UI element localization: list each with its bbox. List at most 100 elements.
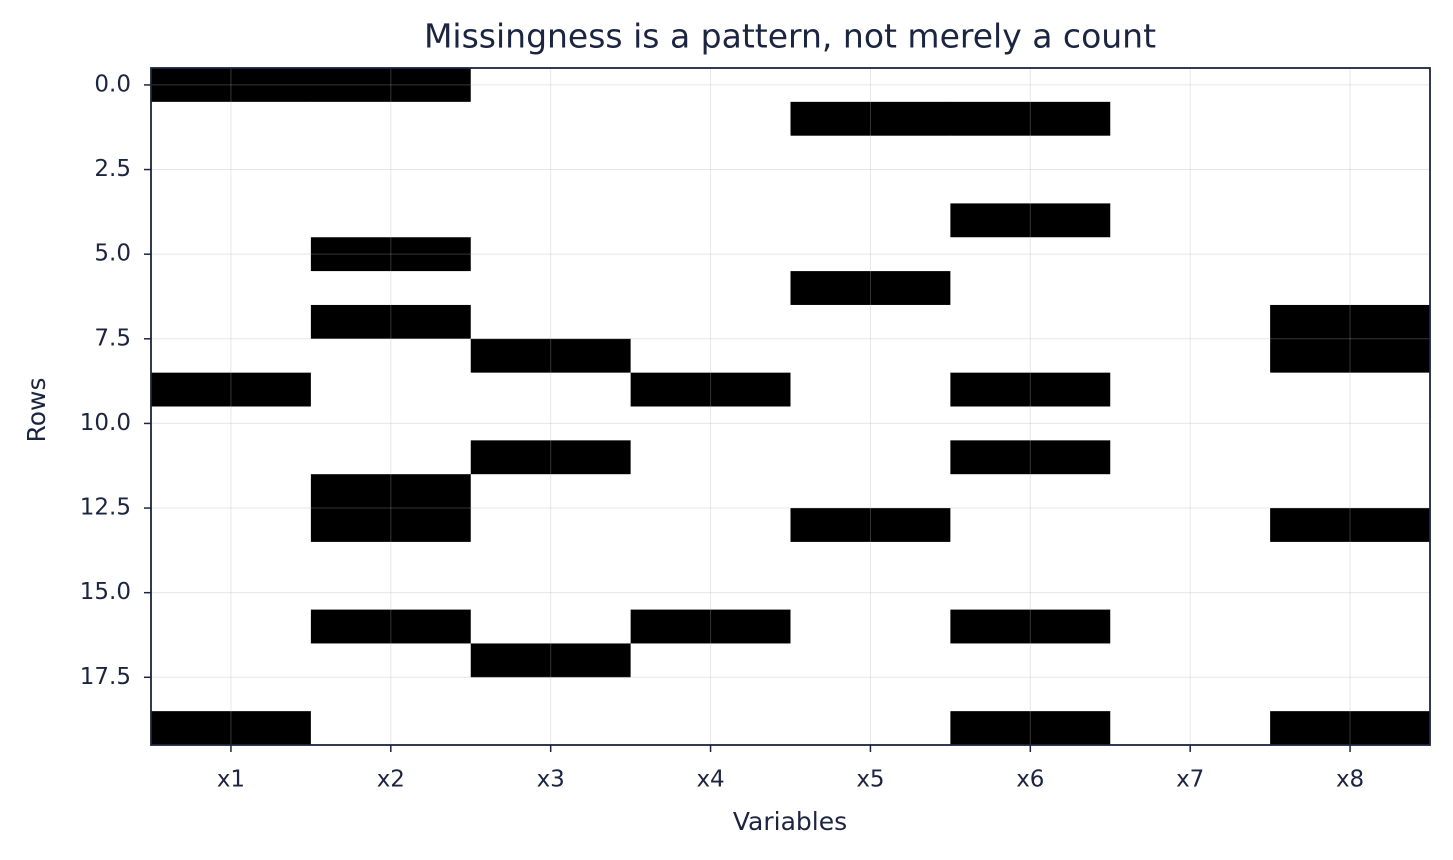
cell: [470, 474, 632, 509]
y-tick-label: 15.0: [80, 579, 131, 605]
cell: [470, 609, 632, 644]
cell: [310, 169, 472, 204]
cell: [310, 541, 472, 577]
cell: [1270, 508, 1431, 543]
cell: [630, 203, 791, 238]
cell: [310, 508, 472, 543]
cell: [950, 541, 1111, 577]
cell: [310, 203, 472, 238]
cell: [950, 575, 1111, 611]
cell: [630, 474, 791, 509]
cell: [470, 101, 632, 137]
cell: [151, 237, 312, 272]
x-tick-label: x6: [1016, 767, 1044, 793]
cell: [310, 372, 472, 407]
cell: [630, 372, 791, 407]
cell: [1110, 609, 1271, 644]
cell: [470, 203, 632, 238]
cell: [790, 169, 951, 204]
cell: [1110, 440, 1271, 475]
cell: [1110, 237, 1271, 272]
cell: [1270, 609, 1431, 644]
cell: [630, 237, 791, 272]
cell: [790, 372, 951, 407]
cell: [1270, 135, 1431, 171]
cell: [790, 135, 951, 171]
cell: [470, 338, 632, 374]
cell: [470, 440, 632, 475]
cell: [790, 609, 951, 644]
cell: [950, 101, 1111, 137]
cell: [1270, 237, 1431, 272]
x-tick-label: x1: [217, 767, 245, 793]
cell: [310, 101, 472, 137]
cell: [151, 304, 312, 340]
cell: [470, 711, 632, 746]
cell: [1270, 440, 1431, 475]
cell: [790, 541, 951, 577]
cell: [1270, 575, 1431, 611]
cell: [790, 203, 951, 238]
cell: [151, 711, 312, 746]
cell: [950, 406, 1111, 441]
cell: [310, 135, 472, 171]
cell: [790, 271, 951, 306]
x-tick-label: x3: [537, 767, 565, 793]
cell: [1110, 304, 1271, 340]
cell: [310, 68, 472, 103]
cell: [151, 135, 312, 171]
x-tick-label: x8: [1336, 767, 1364, 793]
cell: [790, 68, 951, 103]
y-axis-label: Rows: [22, 377, 51, 442]
cell: [1110, 508, 1271, 543]
cell: [151, 440, 312, 475]
cell: [630, 677, 791, 712]
cell: [950, 271, 1111, 306]
cell: [151, 101, 312, 137]
cell: [950, 169, 1111, 204]
cell: [630, 541, 791, 577]
cell: [1270, 474, 1431, 509]
cell: [1270, 68, 1431, 103]
cell: [151, 609, 312, 644]
cell: [470, 237, 632, 272]
cell: [1270, 101, 1431, 137]
cell: [950, 609, 1111, 644]
cell: [310, 304, 472, 340]
cell: [950, 711, 1111, 746]
cell: [630, 440, 791, 475]
cell: [470, 271, 632, 306]
cell: [950, 68, 1111, 103]
cell: [630, 508, 791, 543]
cell: [1270, 541, 1431, 577]
cell: [151, 541, 312, 577]
cell: [1110, 338, 1271, 374]
cell: [1110, 68, 1271, 103]
cell: [1110, 677, 1271, 712]
x-tick-label: x2: [377, 767, 405, 793]
cell: [1270, 304, 1431, 340]
y-tick-label: 10.0: [80, 410, 131, 436]
cell: [310, 440, 472, 475]
cell: [310, 711, 472, 746]
cell: [470, 169, 632, 204]
cell: [151, 508, 312, 543]
cell: [151, 474, 312, 509]
cell: [1270, 169, 1431, 204]
cell: [1270, 643, 1431, 678]
cell: [790, 711, 951, 746]
cell: [1270, 203, 1431, 238]
cell: [1110, 271, 1271, 306]
cell: [630, 271, 791, 306]
cell: [1270, 372, 1431, 407]
cell: [310, 677, 472, 712]
cell: [151, 643, 312, 678]
cell: [790, 440, 951, 475]
cell: [630, 101, 791, 137]
cell: [790, 643, 951, 678]
cell: [630, 609, 791, 644]
cell: [310, 406, 472, 441]
cell: [950, 372, 1111, 407]
cell: [310, 643, 472, 678]
